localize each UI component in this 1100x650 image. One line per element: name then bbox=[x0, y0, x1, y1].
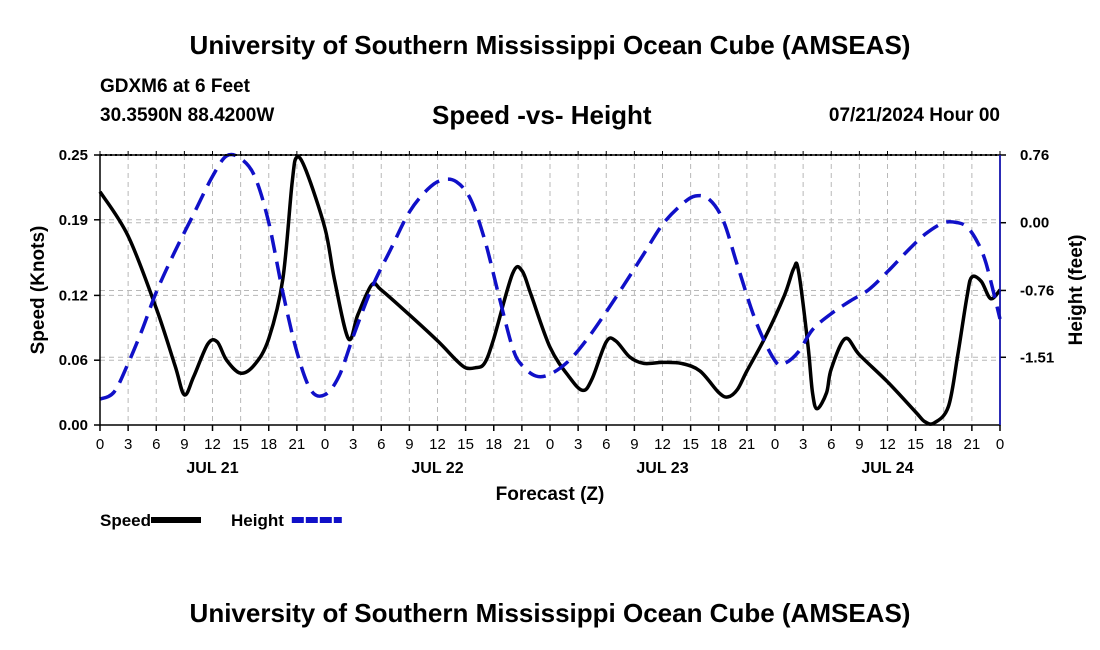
x-tick-label: 6 bbox=[827, 436, 835, 453]
x-tick-label: 12 bbox=[204, 436, 221, 453]
x-tick-label: 15 bbox=[457, 436, 474, 453]
x-tick-label: 6 bbox=[152, 436, 160, 453]
x-tick-label: 15 bbox=[682, 436, 699, 453]
x-tick-label: 6 bbox=[377, 436, 385, 453]
date-label: JUL 23 bbox=[636, 460, 688, 477]
grid-layer bbox=[100, 154, 1000, 425]
forecast-date: 07/21/2024 Hour 00 bbox=[828, 105, 1000, 126]
y-left-tick-label: 0.19 bbox=[59, 212, 88, 229]
y-right-axis-title: Height (feet) bbox=[1066, 235, 1087, 346]
x-tick-label: 3 bbox=[124, 436, 132, 453]
legend-label-speed: Speed bbox=[100, 511, 151, 530]
y-right-tick-label: 0.76 bbox=[1020, 147, 1049, 164]
date-label: JUL 21 bbox=[186, 460, 238, 477]
x-tick-label: 21 bbox=[289, 436, 306, 453]
x-tick-label: 18 bbox=[710, 436, 727, 453]
axes-layer bbox=[94, 151, 1006, 431]
x-tick-label: 9 bbox=[630, 436, 638, 453]
x-tick-label: 3 bbox=[574, 436, 582, 453]
date-label: JUL 24 bbox=[861, 460, 913, 477]
x-tick-label: 9 bbox=[855, 436, 863, 453]
x-tick-label: 6 bbox=[602, 436, 610, 453]
x-tick-label: 18 bbox=[485, 436, 502, 453]
series-line-speed bbox=[98, 155, 1002, 426]
chart-title: Speed -vs- Height bbox=[432, 100, 652, 130]
station-coordinates: 30.3590N 88.4200W bbox=[100, 105, 275, 126]
x-tick-label: 0 bbox=[546, 436, 554, 453]
x-tick-label: 0 bbox=[996, 436, 1004, 453]
x-tick-label: 12 bbox=[429, 436, 446, 453]
y-left-tick-label: 0.00 bbox=[59, 417, 88, 434]
x-tick-label: 21 bbox=[739, 436, 756, 453]
x-tick-label: 21 bbox=[514, 436, 531, 453]
x-tick-label: 0 bbox=[321, 436, 329, 453]
x-tick-label: 15 bbox=[907, 436, 924, 453]
series-layer bbox=[98, 152, 1002, 426]
x-tick-label: 3 bbox=[349, 436, 357, 453]
x-tick-label: 18 bbox=[260, 436, 277, 453]
page-title: University of Southern Mississippi Ocean… bbox=[189, 30, 911, 60]
date-label: JUL 22 bbox=[411, 460, 463, 477]
page-title-repeat: University of Southern Mississippi Ocean… bbox=[189, 598, 911, 628]
y-left-tick-label: 0.12 bbox=[59, 287, 88, 304]
y-left-tick-label: 0.25 bbox=[59, 147, 88, 164]
x-tick-label: 0 bbox=[771, 436, 779, 453]
y-left-tick-label: 0.06 bbox=[59, 352, 88, 369]
x-axis-title: Forecast (Z) bbox=[496, 484, 605, 505]
x-tick-label: 18 bbox=[935, 436, 952, 453]
x-tick-label: 15 bbox=[232, 436, 249, 453]
x-tick-label: 21 bbox=[964, 436, 981, 453]
legend-label-height: Height bbox=[231, 511, 284, 530]
x-tick-label: 12 bbox=[879, 436, 896, 453]
legend: Speed Height bbox=[100, 511, 342, 530]
x-tick-label: 9 bbox=[180, 436, 188, 453]
x-tick-label: 0 bbox=[96, 436, 104, 453]
y-right-tick-label: -0.76 bbox=[1020, 282, 1054, 299]
x-tick-label: 9 bbox=[405, 436, 413, 453]
y-left-axis-title: Speed (Knots) bbox=[28, 226, 49, 355]
y-right-tick-label: 0.00 bbox=[1020, 215, 1049, 232]
station-name: GDXM6 at 6 Feet bbox=[100, 76, 250, 97]
y-right-tick-label: -1.51 bbox=[1020, 349, 1054, 366]
series-line-height bbox=[99, 152, 1002, 401]
labels-layer: 0 3 6 9 12 15 18 21 0 3 6 9 12 15 18 21 0 3 6 9 12 15 18 21 0 3 6 9… bbox=[28, 147, 1087, 505]
x-tick-label: 12 bbox=[654, 436, 671, 453]
x-tick-label: 3 bbox=[799, 436, 807, 453]
